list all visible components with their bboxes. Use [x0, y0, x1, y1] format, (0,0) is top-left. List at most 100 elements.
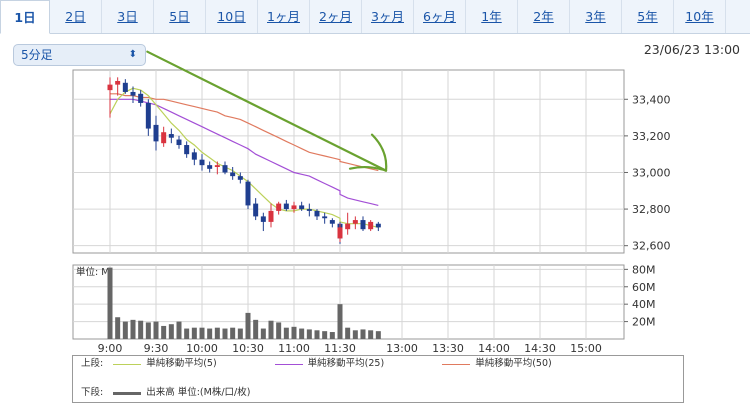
legend-ma25-label: 単純移動平均(25)	[307, 358, 385, 369]
volume-bar-23	[283, 327, 289, 339]
volume-bar-35	[368, 330, 374, 339]
volume-tick-label-0: 80M	[632, 263, 656, 276]
price-tick-label-4: 32,600	[632, 240, 671, 253]
tab-0[interactable]: 1日	[0, 0, 50, 34]
annotation-arrow-head-top	[370, 133, 388, 172]
tab-9[interactable]: 1年	[466, 0, 518, 33]
volume-bar-9	[176, 321, 182, 339]
volume-bar-11	[191, 327, 197, 339]
price-tick-label-2: 33,000	[632, 166, 671, 179]
tab-7[interactable]: 3ヶ月	[362, 0, 414, 33]
tab-6[interactable]: 2ヶ月	[310, 0, 362, 33]
volume-bar-20	[260, 328, 266, 339]
candle-body-25	[299, 205, 305, 210]
legend-swatch-ma25	[274, 363, 303, 365]
interval-selector[interactable]: 5分足 ⬍	[13, 44, 146, 66]
legend-swatch-ma50	[442, 363, 471, 365]
tab-2[interactable]: 3日	[102, 0, 154, 33]
volume-bar-2	[122, 321, 128, 339]
candle-body-26	[306, 209, 312, 211]
volume-bar-31	[337, 326, 343, 339]
candle-body-18	[245, 181, 251, 206]
x-tick-label-8: 14:00	[478, 342, 510, 355]
legend-volume-label: 出来高 単位:(M株/口/枚)	[146, 387, 251, 398]
candle-body-7	[161, 132, 167, 144]
volume-bar-21	[268, 320, 274, 339]
volume-bar-15	[222, 328, 228, 339]
candle-body-33	[352, 220, 358, 224]
candle-body-2	[122, 82, 128, 92]
x-tick-label-2: 10:00	[186, 342, 218, 355]
price-tick-label-0: 33,400	[632, 93, 671, 106]
volume-bar-22	[276, 322, 282, 339]
volume-bar-13	[207, 328, 213, 339]
candle-body-28	[322, 216, 328, 219]
candle-body-27	[314, 210, 320, 217]
candle-body-36	[375, 223, 381, 228]
volume-bar-33	[352, 330, 358, 339]
x-tick-label-1: 9:30	[144, 342, 169, 355]
volume-bar-14	[214, 327, 220, 339]
legend-item-ma25: 単純移動平均(25)	[265, 357, 385, 371]
candle-body-3	[130, 91, 136, 96]
tab-13[interactable]: 10年	[674, 0, 726, 33]
volume-bar-32	[345, 327, 351, 339]
legend-item-ma5: 単純移動平均(5)	[103, 357, 217, 371]
legend-swatch-volume	[113, 391, 142, 395]
x-tick-label-9: 14:30	[524, 342, 556, 355]
volume-bar-7	[161, 325, 167, 339]
volume-bar-18	[245, 312, 251, 339]
candle-body-5	[145, 102, 151, 129]
legend-swatch-ma5	[113, 363, 142, 365]
legend-item-ma50: 単純移動平均(50)	[432, 357, 552, 371]
volume-bar-36	[375, 331, 381, 339]
legend-lower-row: 下段: 出来高 単位:(M株/口/枚)	[81, 386, 250, 400]
legend-ma50-label: 単純移動平均(50)	[475, 358, 552, 369]
legend: 上段: 単純移動平均(5) 単純移動平均(25) 単純移動平均(50) 下段: …	[72, 355, 684, 403]
candle-body-22	[276, 203, 282, 211]
volume-bar-26	[306, 329, 312, 339]
volume-bar-4	[138, 320, 144, 339]
candle-body-17	[237, 176, 243, 180]
tab-5[interactable]: 1ヶ月	[258, 0, 310, 33]
candle-body-13	[207, 165, 213, 169]
tab-1[interactable]: 2日	[50, 0, 102, 33]
volume-bar-0	[107, 267, 113, 339]
volume-unit-label: 単位: M	[76, 266, 109, 278]
legend-ma5-label: 単純移動平均(5)	[146, 358, 217, 369]
x-tick-label-5: 11:30	[324, 342, 356, 355]
candle-body-11	[191, 152, 197, 160]
tab-8[interactable]: 6ヶ月	[414, 0, 466, 33]
tab-3[interactable]: 5日	[154, 0, 206, 33]
tab-4[interactable]: 10日	[206, 0, 258, 33]
candle-body-20	[260, 216, 266, 222]
candle-body-9	[176, 139, 182, 146]
timestamp: 23/06/23 13:00	[643, 42, 740, 57]
candle-body-32	[345, 223, 351, 230]
tab-10[interactable]: 2年	[518, 0, 570, 33]
volume-bar-8	[168, 324, 174, 339]
volume-bar-17	[237, 328, 243, 339]
candle-body-12	[199, 159, 205, 166]
candle-body-24	[291, 205, 297, 210]
candle-body-19	[253, 203, 259, 217]
candle-body-23	[283, 203, 289, 210]
candle-body-8	[168, 134, 174, 138]
interval-selector-value: 5分足	[21, 48, 53, 62]
x-tick-label-7: 13:30	[432, 342, 464, 355]
tab-11[interactable]: 3年	[570, 0, 622, 33]
candle-body-35	[368, 221, 374, 230]
candle-body-29	[329, 220, 335, 224]
candle-body-15	[222, 165, 228, 173]
volume-bar-30	[337, 304, 343, 339]
volume-bar-5	[145, 322, 151, 339]
x-tick-label-0: 9:00	[98, 342, 123, 355]
candle-body-10	[184, 145, 190, 155]
x-tick-label-6: 13:00	[386, 342, 418, 355]
annotation-arrow-shaft	[146, 50, 388, 172]
tab-12[interactable]: 5年	[622, 0, 674, 33]
candle-body-0	[107, 84, 113, 91]
x-tick-label-10: 15:00	[570, 342, 602, 355]
volume-tick-label-1: 60M	[632, 281, 656, 294]
